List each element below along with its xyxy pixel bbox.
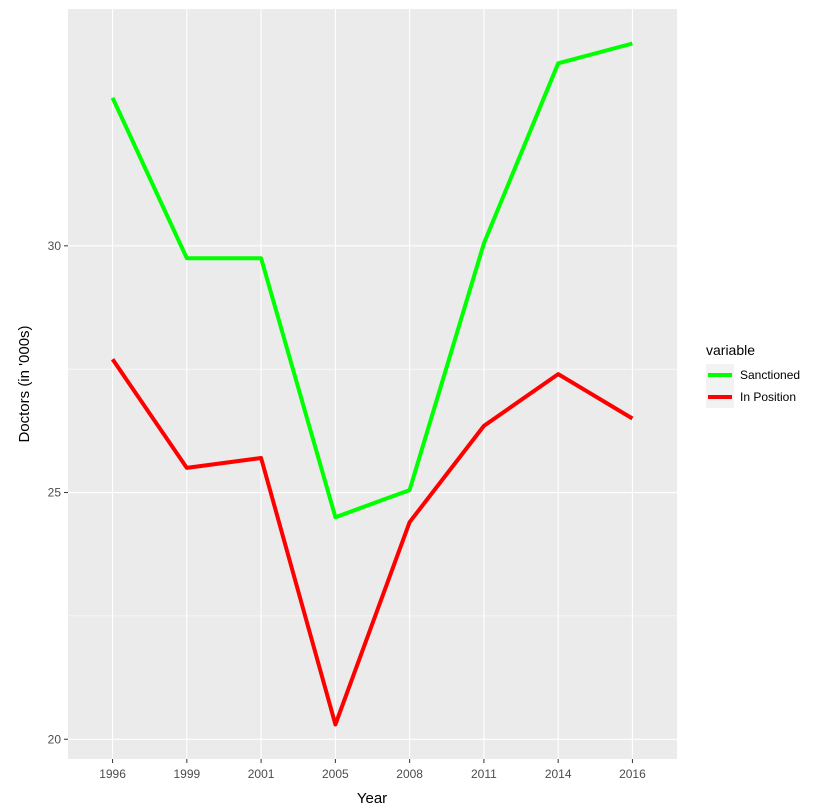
y-tick-label: 20 <box>48 732 62 746</box>
x-tick-label: 2016 <box>619 767 646 781</box>
y-axis-title: Doctors (in '000s) <box>16 325 33 442</box>
series-line-in-position <box>110 358 634 727</box>
y-tick-label: 25 <box>48 486 62 500</box>
x-tick-label: 2011 <box>471 767 497 781</box>
x-tick-label: 2014 <box>545 767 572 781</box>
x-tick-label: 2005 <box>322 767 349 781</box>
x-tick-label: 2008 <box>396 767 423 781</box>
series-line-sanctioned <box>110 41 633 520</box>
grid-layer <box>68 9 677 759</box>
legend-label: Sanctioned <box>740 368 800 382</box>
x-tick-label: 1999 <box>173 767 200 781</box>
x-axis-title: Year <box>357 790 387 807</box>
legend-items: Sanctioned In Position <box>706 364 800 408</box>
y-tick-label: 30 <box>48 239 62 253</box>
plot-panel <box>68 9 677 759</box>
axis-layer: 20 25 30 1996 1999 2001 2005 2008 2011 2014 2016 <box>48 239 646 781</box>
series-layer <box>110 41 634 727</box>
legend: variable Sanctioned In Position <box>706 342 800 408</box>
legend-title: variable <box>706 342 755 358</box>
x-tick-label: 1996 <box>99 767 126 781</box>
x-tick-label: 2001 <box>248 767 275 781</box>
legend-label: In Position <box>740 390 796 404</box>
